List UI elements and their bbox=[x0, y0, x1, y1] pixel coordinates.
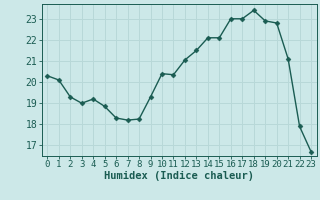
X-axis label: Humidex (Indice chaleur): Humidex (Indice chaleur) bbox=[104, 171, 254, 181]
